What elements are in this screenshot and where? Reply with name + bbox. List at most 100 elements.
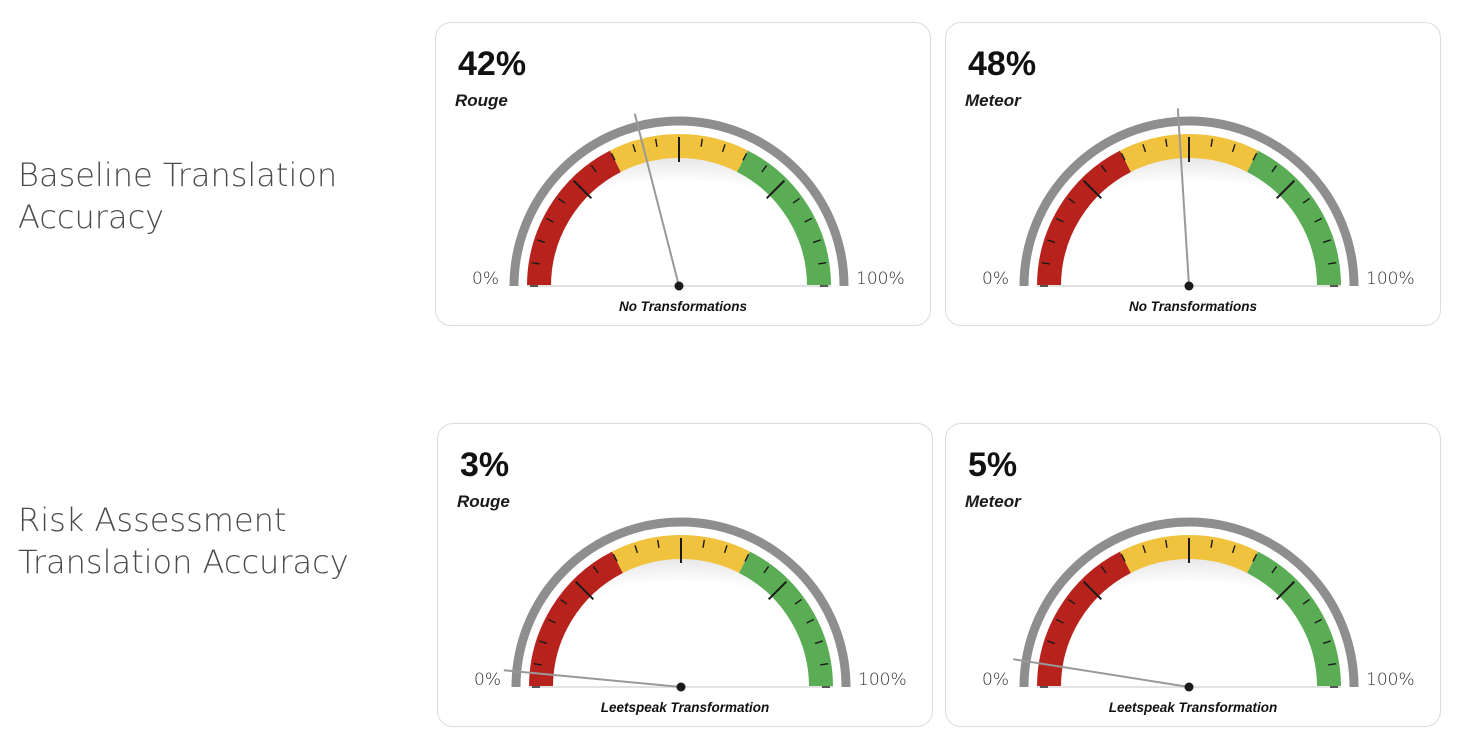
gauge-minor-tick [1314, 217, 1323, 223]
gauge-minor-tick [812, 239, 821, 244]
gauge-dial [503, 517, 851, 692]
gauge-band-red [527, 150, 622, 287]
gauge-caption: No Transformations [1128, 299, 1258, 314]
gauge-minor-tick [1100, 566, 1107, 574]
gauge-face [549, 156, 809, 286]
gauge-needle [633, 113, 680, 287]
gauge-face [1059, 557, 1319, 687]
gauge-caption: Leetspeak Transformation [600, 700, 770, 715]
gauge-max-label: 100% [856, 269, 905, 289]
gauge-minor-tick [1314, 618, 1323, 624]
row-label-risk-assessment: Risk Assessment Translation Accuracy [18, 501, 349, 581]
gauge-card: 42% Rouge 0% 100% No Transformations [435, 22, 931, 326]
gauge-minor-tick [1142, 144, 1147, 153]
gauge-minor-tick [558, 197, 566, 204]
gauge-minor-tick [794, 598, 802, 605]
gauge-metric-label: Rouge [457, 492, 510, 511]
gauge-minor-tick [721, 144, 726, 153]
gauge-minor-tick [1164, 539, 1168, 548]
gauge-minor-tick [531, 261, 540, 265]
gauge-major-tick [767, 580, 788, 601]
gauge-band-red [1037, 551, 1132, 688]
gauge-minor-tick [1231, 144, 1236, 153]
gauge-minor-tick [1055, 217, 1064, 223]
gauge-minor-tick [610, 152, 616, 161]
gauge-minor-tick [1047, 239, 1056, 244]
gauge-minor-tick [634, 545, 639, 554]
gauge-max-label: 100% [1366, 269, 1415, 289]
gauge-min-label: 0% [982, 670, 1009, 690]
gauge-minor-tick [1231, 545, 1236, 554]
gauge-minor-tick [806, 618, 815, 624]
gauge-minor-tick [539, 640, 548, 645]
gauge-band-red [1037, 150, 1132, 287]
gauge-minor-tick [818, 261, 827, 265]
gauge-minor-tick [1210, 138, 1214, 147]
gauge-band-green [736, 150, 831, 287]
gauge-rim [1019, 517, 1359, 688]
gauge-major-tick [574, 580, 595, 601]
gauge-minor-tick [654, 138, 658, 147]
gauge-minor-tick [612, 553, 618, 562]
gauge-minor-tick [1047, 640, 1056, 645]
row-label-baseline: Baseline Translation Accuracy [18, 156, 338, 236]
gauge-card: 3% Rouge 0% 100% Leetspeak Transformatio… [437, 423, 933, 727]
gauge-minor-tick [1068, 197, 1076, 204]
gauge-band-green [738, 551, 833, 688]
gauge-minor-tick [1120, 553, 1126, 562]
gauge-max-label: 100% [858, 670, 907, 690]
gauge-value-label: 3% [460, 446, 510, 484]
gauge-caption: No Transformations [618, 299, 748, 314]
gauge-value-label: 42% [458, 45, 527, 83]
gauge-dial [509, 113, 849, 291]
gauge-minor-tick [592, 566, 599, 574]
gauge-minor-tick [590, 165, 597, 173]
gauge-minor-tick [792, 197, 800, 204]
gauge-rim [511, 517, 851, 688]
gauge-minor-tick [1120, 152, 1126, 161]
gauge-minor-tick [1252, 152, 1258, 161]
gauge-minor-tick [1322, 640, 1331, 645]
gauge-minor-tick [533, 662, 542, 666]
gauge-band-red [529, 551, 624, 688]
gauge-minor-tick [1302, 598, 1310, 605]
gauge-caption: Leetspeak Transformation [1108, 700, 1278, 715]
gauge-needle-hub [1184, 281, 1194, 291]
gauge-needle [503, 669, 682, 688]
gauge-minor-tick [1041, 261, 1050, 265]
gauge-minor-tick [1252, 553, 1258, 562]
gauge-needle [1176, 108, 1190, 287]
gauge-needle-hub [674, 281, 684, 291]
gauge-major-tick [1082, 179, 1103, 200]
gauge-minor-tick [547, 618, 556, 624]
gauge-minor-tick [545, 217, 554, 223]
gauge-minor-tick [1142, 545, 1147, 554]
gauge-major-tick [1275, 580, 1296, 601]
gauge-card: 5% Meteor 0% 100% Leetspeak Transformati… [945, 423, 1441, 727]
gauge-minor-tick [700, 138, 704, 147]
gauge-needle-hub [676, 682, 686, 692]
gauge-minor-tick [1328, 261, 1337, 265]
gauge-metric-label: Meteor [965, 91, 1021, 110]
gauge-needle [1013, 658, 1190, 688]
gauge-minor-tick [1068, 598, 1076, 605]
gauge-face [1059, 156, 1319, 286]
gauge-minor-tick [1302, 197, 1310, 204]
gauge-minor-tick [632, 144, 637, 153]
gauge-minor-tick [1210, 539, 1214, 548]
gauge-needle-hub [1184, 682, 1194, 692]
gauge-major-tick [1275, 179, 1296, 200]
gauge-minor-tick [1271, 165, 1278, 173]
gauge-metric-label: Rouge [455, 91, 508, 110]
gauge-minor-tick [763, 566, 770, 574]
gauge-minor-tick [1055, 618, 1064, 624]
gauge-value-label: 48% [968, 45, 1037, 83]
gauge-band-green [1246, 551, 1341, 688]
gauge-minor-tick [1322, 239, 1331, 244]
gauge-min-label: 0% [472, 269, 499, 289]
gauge-dial [1019, 108, 1359, 291]
gauge-rim [509, 116, 849, 287]
gauge-minor-tick [560, 598, 568, 605]
gauge-min-label: 0% [474, 670, 501, 690]
gauge-major-tick [572, 179, 593, 200]
